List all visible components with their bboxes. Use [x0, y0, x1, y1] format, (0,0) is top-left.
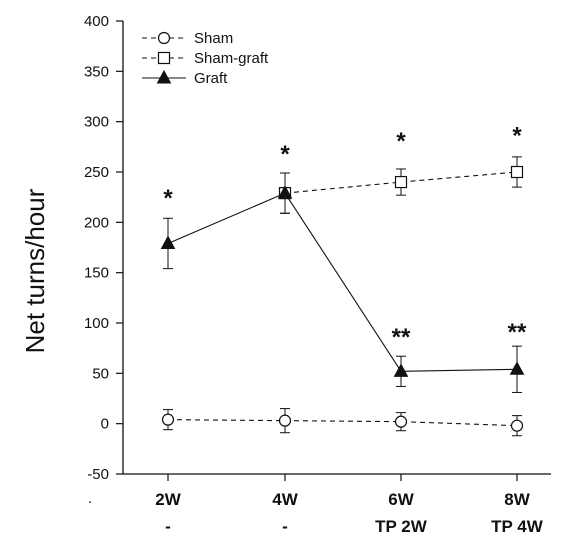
significance-mark: * [512, 123, 522, 150]
series-graft [160, 172, 525, 393]
legend-label: Sham-graft [194, 50, 269, 67]
annotation-layer: ** * *** ** [163, 123, 527, 351]
data-point [394, 415, 408, 428]
significance-mark: * [163, 185, 173, 212]
y-tick-label: 250 [84, 164, 109, 181]
x-category-sublabel: - [282, 517, 288, 536]
y-tick-label: 350 [84, 63, 109, 80]
y-tick-label: 150 [84, 265, 109, 282]
y-tick-label: 300 [84, 114, 109, 131]
y-tick-label: 200 [84, 214, 109, 231]
legend: Sham Sham-graft Graft [142, 30, 269, 87]
significance-mark: * [396, 128, 406, 155]
y-tick-label: 100 [84, 315, 109, 332]
legend-label: Sham [194, 30, 233, 47]
x-category-label: 6W [388, 490, 414, 509]
x-category-labels: 2W - 4W - 6W TP 2W 8W TP 4W. [88, 490, 544, 536]
x-category-label: 4W [272, 490, 298, 509]
series-sham [161, 408, 524, 437]
significance-mark: ** [508, 319, 527, 346]
significance-mark: * [280, 141, 290, 168]
data-point [394, 175, 408, 189]
x-category-sublabel: TP 4W [491, 517, 544, 536]
data-point [160, 235, 176, 249]
y-tick-label: 50 [92, 365, 109, 382]
data-point [509, 361, 525, 375]
series-line [167, 192, 518, 372]
x-category-label: 2W [155, 490, 181, 509]
x-category-label: 8W [504, 490, 530, 509]
data-point [393, 363, 409, 377]
legend-label: Graft [194, 70, 228, 87]
data-point [278, 414, 292, 427]
chart-axes [116, 20, 551, 481]
stray-mark: . [88, 490, 92, 507]
data-point [161, 413, 175, 426]
y-tick-label: -50 [87, 466, 109, 483]
data-point [510, 165, 524, 179]
y-axis-label: Net turns/hour [20, 188, 50, 353]
significance-mark: ** [392, 324, 411, 351]
legend-marker [156, 69, 172, 84]
legend-marker [157, 31, 171, 45]
x-category-sublabel: TP 2W [375, 517, 428, 536]
y-tick-label: 400 [84, 13, 109, 30]
legend-marker [157, 51, 171, 65]
data-point [510, 419, 524, 432]
series-line [284, 171, 518, 194]
x-category-sublabel: - [165, 517, 171, 536]
y-tick-label: 0 [101, 416, 109, 433]
series-layer [160, 156, 525, 437]
data-point [277, 185, 293, 199]
y-tick-labels: -50 0 50 100 150 200 250 300 350 400 [84, 13, 109, 483]
series-line [167, 419, 518, 427]
series-sham-graft [278, 156, 524, 214]
